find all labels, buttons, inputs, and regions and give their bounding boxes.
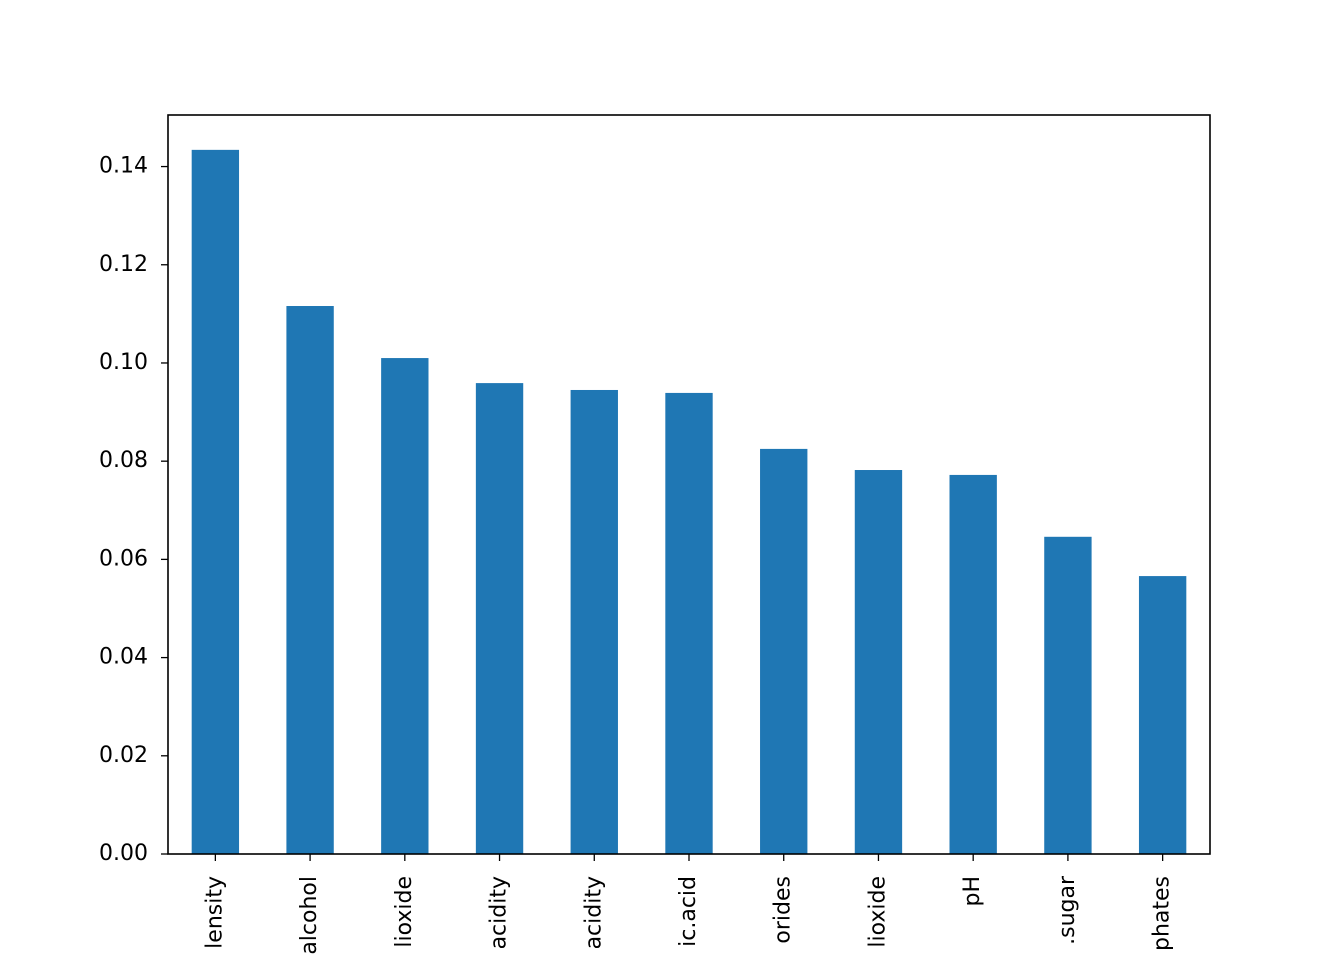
x-tick-label: acidity xyxy=(487,876,512,949)
bar xyxy=(475,383,524,854)
plot-frame xyxy=(167,114,1211,855)
bar xyxy=(570,389,618,854)
bar xyxy=(1138,576,1187,854)
y-tick-label: 0.04 xyxy=(99,645,148,670)
bar xyxy=(665,392,713,854)
x-tick-label: .sugar xyxy=(1055,875,1080,945)
y-tick-label: 0.12 xyxy=(99,252,148,277)
bar xyxy=(381,358,429,854)
bar xyxy=(191,149,240,854)
x-tick-label: lioxide xyxy=(865,876,890,948)
x-tick-label: ic.acid xyxy=(676,876,701,947)
y-tick-label: 0.06 xyxy=(99,546,148,571)
y-tick-label: 0.10 xyxy=(99,350,148,375)
x-tick-label: lensity xyxy=(202,876,227,949)
y-tick-label: 0.14 xyxy=(99,154,148,179)
x-tick-label: lioxide xyxy=(392,876,417,948)
x-tick-label: phates xyxy=(1150,876,1175,951)
x-tick-label: orides xyxy=(771,876,796,944)
y-tick-label: 0.08 xyxy=(99,448,148,473)
x-tick-label: alcohol xyxy=(297,876,322,955)
bar xyxy=(949,474,997,854)
bar xyxy=(286,306,334,854)
x-tick-label: acidity xyxy=(581,876,606,949)
x-tick-label: pH xyxy=(960,876,985,907)
bar xyxy=(1044,536,1092,854)
y-tick-label: 0.00 xyxy=(99,841,148,866)
y-tick-label: 0.02 xyxy=(99,743,148,768)
bar xyxy=(854,470,903,854)
bar xyxy=(760,448,808,854)
